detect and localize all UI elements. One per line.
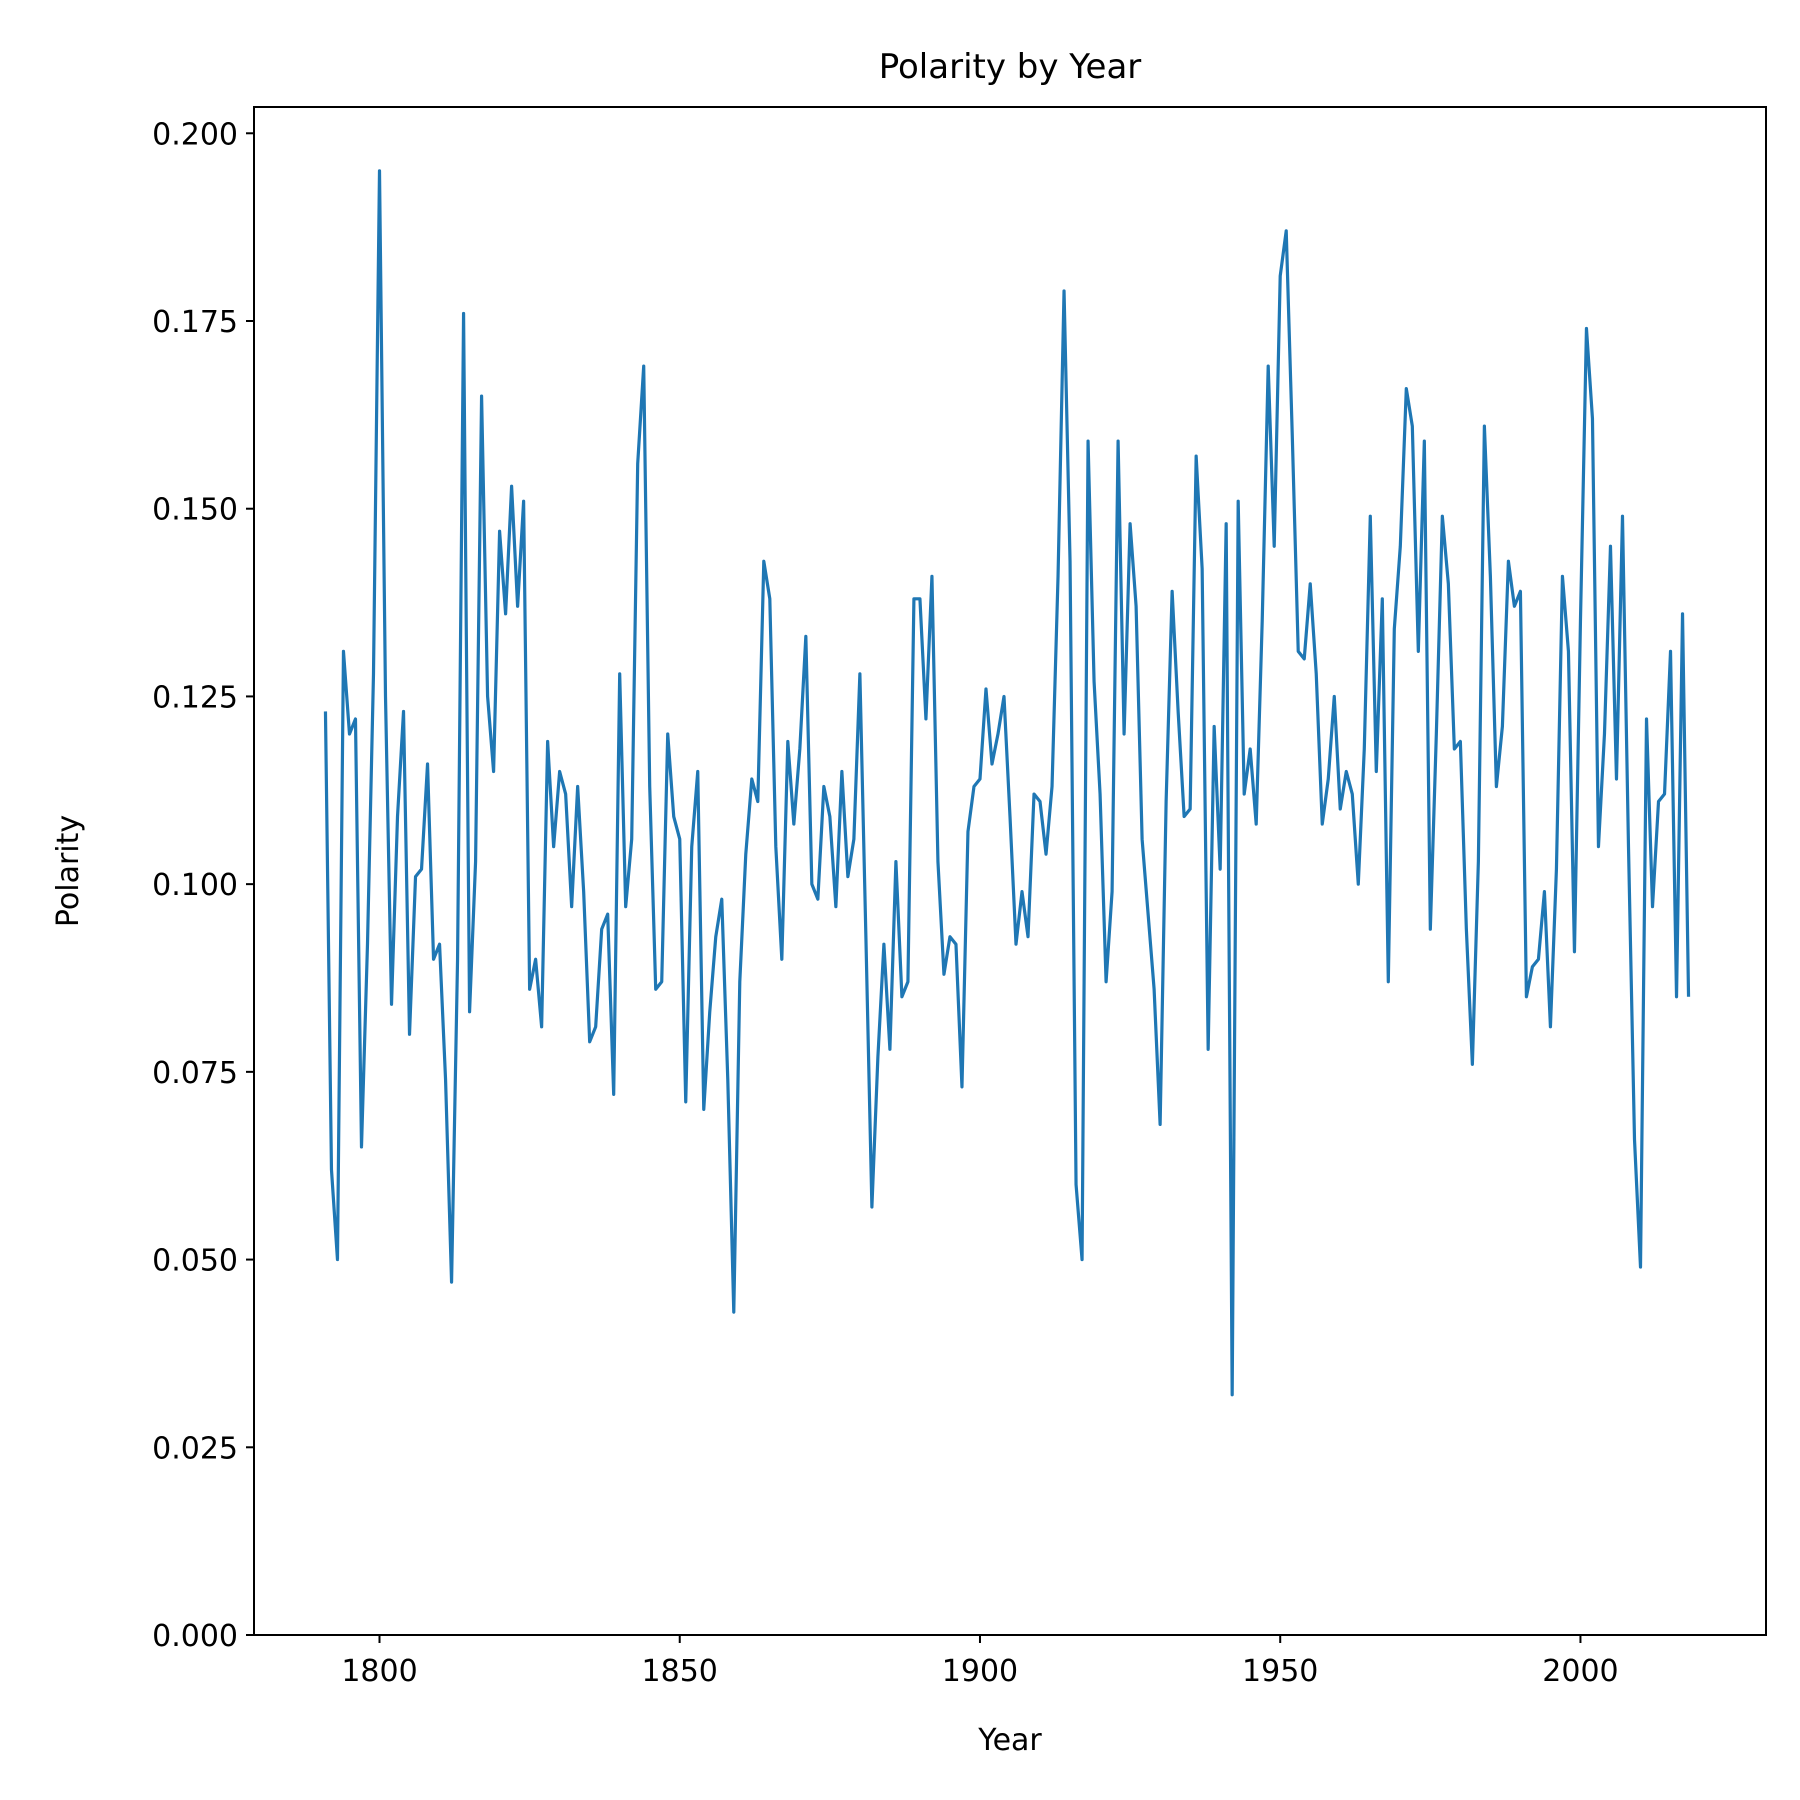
plot-area-frame xyxy=(253,106,1767,1636)
series-layer xyxy=(323,169,1691,1397)
y-tick-label: 0.050 xyxy=(152,1244,238,1279)
y-tick-label: 0.075 xyxy=(152,1056,238,1091)
polarity-series-line xyxy=(323,169,1691,1397)
x-tick-label: 1800 xyxy=(341,1654,417,1689)
y-tick-label: 0.100 xyxy=(152,868,238,903)
chart-title: Polarity by Year xyxy=(879,47,1142,87)
y-tick-label: 0.200 xyxy=(152,117,238,152)
y-tick-label: 0.150 xyxy=(152,493,238,528)
y-tick-label: 0.025 xyxy=(152,1431,238,1466)
x-tick-label: 1950 xyxy=(1242,1654,1318,1689)
x-tick-label: 1850 xyxy=(642,1654,718,1689)
y-tick-label: 0.175 xyxy=(152,305,238,340)
y-tick-label: 0.125 xyxy=(152,680,238,715)
x-tick-label: 2000 xyxy=(1542,1654,1618,1689)
x-axis-label: Year xyxy=(977,1723,1042,1758)
x-axis-ticks: 1800 1850 1900 1950 2000 xyxy=(341,1635,1619,1689)
x-tick-label: 1900 xyxy=(942,1654,1018,1689)
y-axis-ticks: 0.000 0.025 0.050 0.075 0.100 0.125 0.150 0.175… xyxy=(152,117,254,1654)
y-axis-label: Polarity xyxy=(51,815,86,927)
y-tick-label: 0.000 xyxy=(152,1619,238,1654)
